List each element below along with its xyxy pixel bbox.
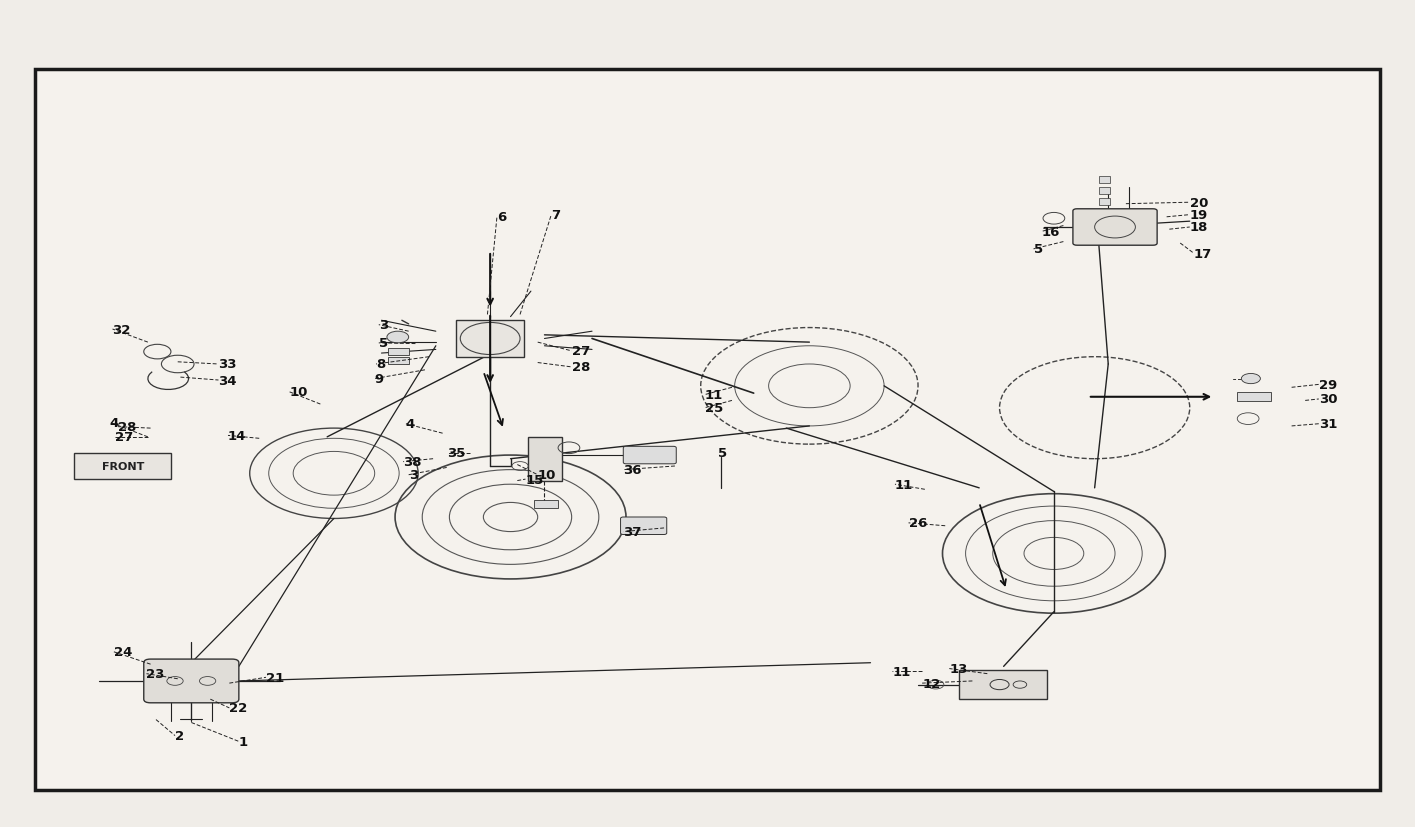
FancyBboxPatch shape <box>75 453 171 480</box>
Bar <box>959 670 1047 700</box>
FancyBboxPatch shape <box>623 447 676 464</box>
Text: 38: 38 <box>403 456 422 469</box>
Text: 5: 5 <box>379 337 388 350</box>
Text: 7: 7 <box>552 209 560 222</box>
Text: 1: 1 <box>239 735 248 748</box>
Text: 4: 4 <box>110 416 119 429</box>
Text: 28: 28 <box>572 361 590 374</box>
Text: 34: 34 <box>218 374 236 387</box>
Text: 35: 35 <box>447 447 466 460</box>
Bar <box>1098 188 1109 195</box>
Text: 18: 18 <box>1190 222 1208 234</box>
Text: 19: 19 <box>1190 209 1208 222</box>
Text: 22: 22 <box>229 701 248 715</box>
Text: 21: 21 <box>266 671 284 684</box>
Text: 2: 2 <box>175 729 184 742</box>
Bar <box>1098 177 1109 184</box>
Text: 32: 32 <box>113 323 132 336</box>
Text: FRONT: FRONT <box>102 461 144 471</box>
Circle shape <box>386 332 409 343</box>
Text: 26: 26 <box>908 517 927 529</box>
Text: 28: 28 <box>117 421 136 433</box>
Text: 10: 10 <box>289 385 307 399</box>
Text: 37: 37 <box>623 525 641 538</box>
Text: 3: 3 <box>409 469 417 481</box>
Text: 9: 9 <box>375 373 383 385</box>
Text: 4: 4 <box>406 418 415 431</box>
Text: 11: 11 <box>705 389 723 402</box>
Text: 17: 17 <box>1194 247 1213 261</box>
Bar <box>533 500 558 509</box>
Bar <box>388 357 409 365</box>
Text: 20: 20 <box>1190 197 1208 209</box>
Bar <box>528 437 562 481</box>
Bar <box>388 348 409 356</box>
Text: 36: 36 <box>623 464 642 476</box>
Text: 6: 6 <box>497 211 507 224</box>
Text: 24: 24 <box>113 646 132 658</box>
FancyBboxPatch shape <box>1073 209 1157 246</box>
Text: 25: 25 <box>705 402 723 414</box>
Text: 10: 10 <box>538 469 556 481</box>
Text: 31: 31 <box>1319 418 1337 431</box>
Text: 23: 23 <box>147 667 166 681</box>
Bar <box>1237 393 1271 402</box>
Bar <box>1098 198 1109 206</box>
Text: 33: 33 <box>218 358 236 371</box>
Text: 27: 27 <box>572 345 590 358</box>
Circle shape <box>1241 374 1261 385</box>
Bar <box>456 321 524 357</box>
Text: 30: 30 <box>1319 393 1337 406</box>
Text: 5: 5 <box>1033 243 1043 256</box>
Text: 29: 29 <box>1319 379 1337 391</box>
Text: 12: 12 <box>923 676 941 690</box>
FancyBboxPatch shape <box>144 659 239 703</box>
Text: 14: 14 <box>228 429 246 442</box>
FancyBboxPatch shape <box>35 69 1380 791</box>
FancyBboxPatch shape <box>621 518 666 535</box>
Text: 11: 11 <box>894 478 913 491</box>
Text: 13: 13 <box>949 662 968 675</box>
Text: 8: 8 <box>376 358 385 371</box>
Text: 16: 16 <box>1041 226 1060 238</box>
Text: 5: 5 <box>719 447 727 460</box>
Text: 3: 3 <box>379 318 388 332</box>
Text: 27: 27 <box>115 431 133 444</box>
Text: 15: 15 <box>525 473 543 486</box>
Text: 11: 11 <box>893 665 910 678</box>
